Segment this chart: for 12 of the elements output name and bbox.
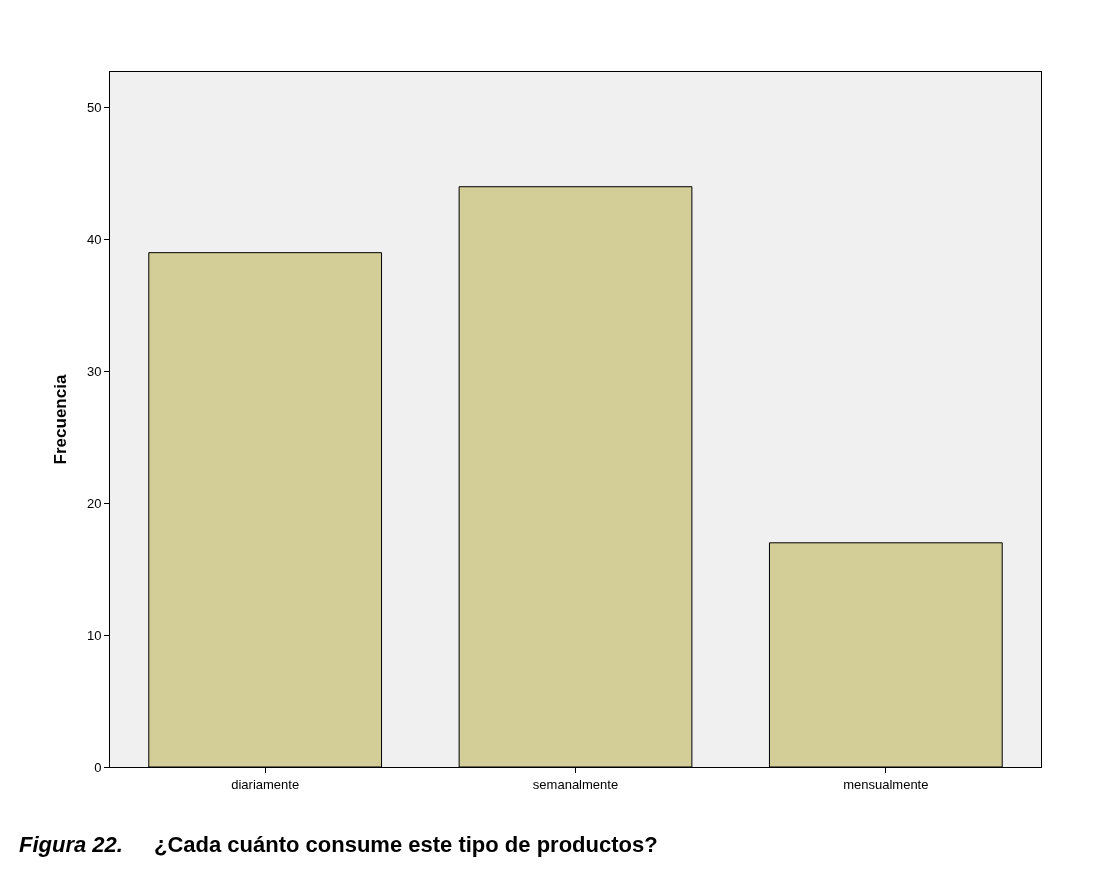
y-tick-label: 0: [94, 759, 102, 775]
text: Figura 22.: [19, 832, 123, 857]
y-tick-label: 40: [86, 232, 102, 248]
x-tick-label: mensualmente: [843, 776, 929, 792]
y-axis-title: Frecuencia: [51, 374, 71, 465]
y-tick-label: 10: [86, 627, 102, 643]
x-tick-label: semanalmente: [532, 776, 619, 792]
y-tick-label: 50: [86, 100, 102, 116]
y-tick-label: 20: [86, 495, 102, 511]
x-tick-label: diariamente: [231, 776, 300, 792]
y-tick-label: 30: [86, 363, 102, 379]
text: ¿Cada cuánto consume este tipo de productos?: [154, 832, 658, 857]
